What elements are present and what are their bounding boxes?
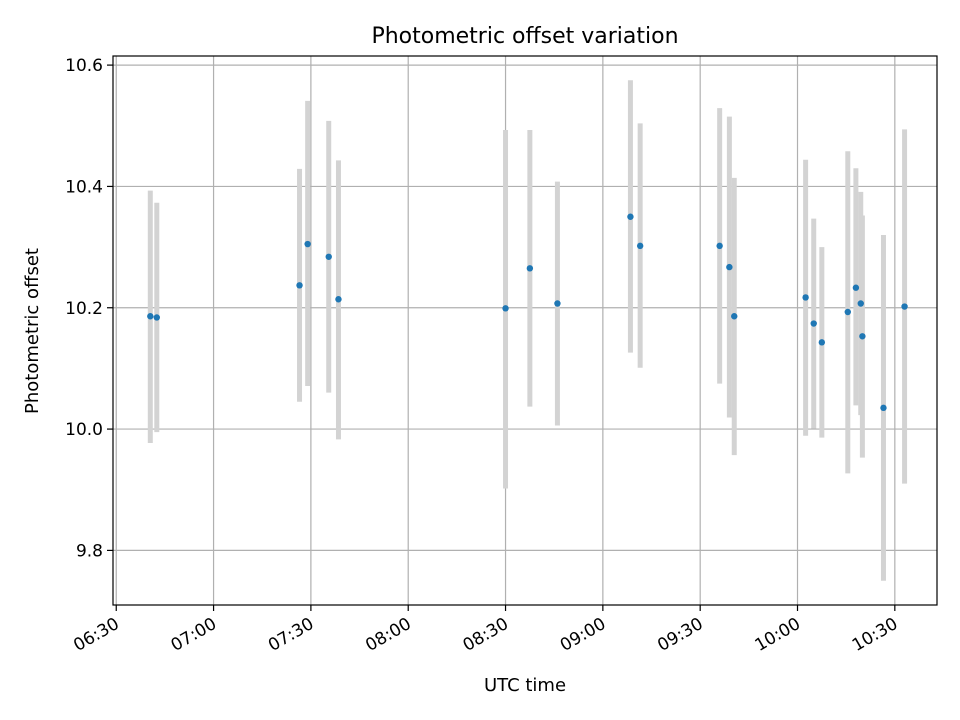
data-point (880, 404, 887, 412)
x-axis-label: UTC time (484, 675, 566, 696)
data-point (153, 314, 160, 321)
x-tick-label: 06:30 (70, 614, 122, 656)
data-point (627, 213, 634, 220)
data-point (335, 296, 342, 303)
y-axis-ticks: 9.8 10.0 10.2 10.4 10.6 (65, 56, 113, 561)
chart-title: Photometric offset variation (371, 24, 678, 49)
y-tick-label: 10.2 (65, 299, 103, 319)
data-points (147, 213, 908, 412)
data-point (818, 339, 826, 346)
y-axis-label: Photometric offset (22, 248, 43, 414)
data-point (502, 305, 509, 312)
error-bars (147, 80, 908, 581)
x-tick-label: 09:00 (557, 614, 609, 656)
y-tick-label: 10.0 (65, 420, 103, 440)
data-point (901, 303, 908, 310)
x-tick-label: 09:30 (654, 614, 706, 656)
data-point (857, 300, 864, 307)
x-tick-label: 07:00 (168, 614, 220, 656)
x-tick-label: 08:30 (460, 614, 512, 656)
data-point (726, 263, 733, 271)
x-tick-label: 08:00 (362, 614, 414, 656)
x-tick-label: 07:30 (265, 614, 317, 656)
data-point (304, 240, 311, 248)
x-tick-label: 10:30 (849, 614, 901, 656)
data-point (810, 320, 817, 327)
y-tick-label: 10.4 (65, 177, 103, 197)
data-point (147, 313, 154, 320)
data-point (296, 282, 303, 289)
data-point (636, 242, 644, 250)
data-point (716, 242, 723, 250)
x-axis-ticks: 06:30 07:00 07:30 08:00 08:30 09:00 09:30 10:00… (70, 605, 901, 656)
plot-frame (112, 55, 938, 606)
x-tick-label: 10:00 (752, 614, 804, 656)
data-point (844, 308, 851, 316)
data-point (526, 265, 534, 272)
data-point (325, 253, 332, 260)
data-point (852, 284, 860, 291)
data-point (802, 294, 809, 301)
data-point (859, 333, 866, 340)
data-point (731, 313, 738, 320)
data-point (554, 300, 561, 307)
y-tick-label: 9.8 (76, 541, 103, 561)
y-tick-label: 10.6 (65, 56, 103, 76)
